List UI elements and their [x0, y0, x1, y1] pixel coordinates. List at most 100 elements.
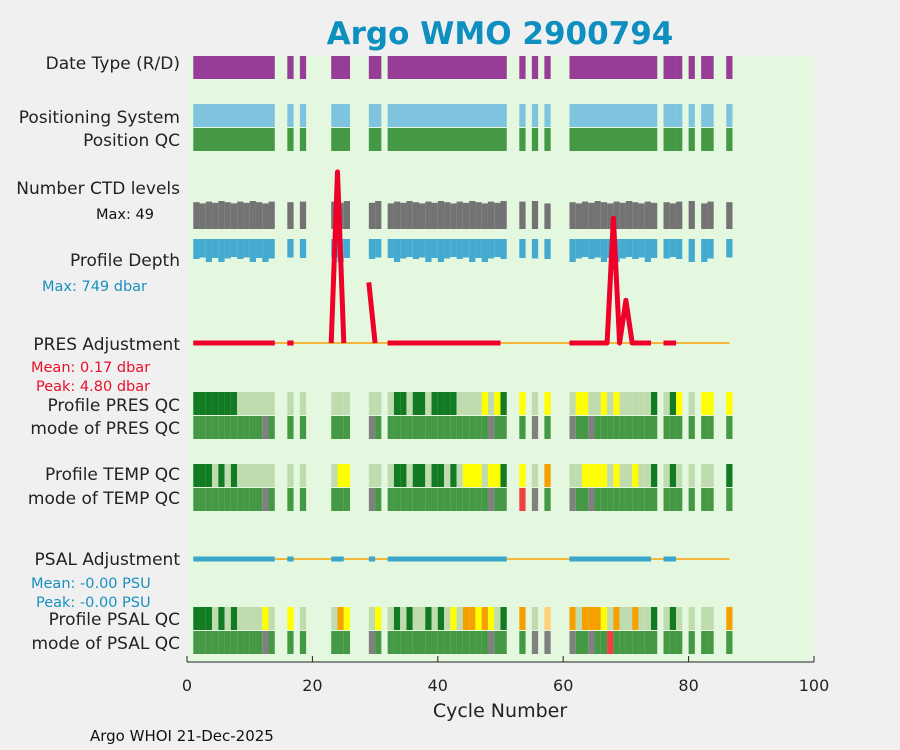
psal-peak: Peak: -0.00 PSU [36, 595, 151, 611]
ctd-levels-bar [669, 203, 677, 229]
profile-psal-qc-cell [400, 607, 407, 630]
mode-temp-qc-cell [600, 488, 608, 511]
profile-psal-qc-cell [331, 607, 338, 630]
profile-depth-bar [594, 239, 601, 258]
label-pres-adjustment: PRES Adjustment [33, 335, 180, 355]
profile-temp-qc-cell [387, 464, 394, 487]
profile-pres-qc-cell [701, 392, 708, 415]
profile-depth-bar [638, 239, 645, 258]
profile-depth-bar [418, 239, 426, 258]
profile-temp-qc-cell [193, 464, 200, 487]
ctd-levels-bar [343, 201, 351, 229]
mode-psal-qc-cell [462, 631, 470, 654]
ctd-levels-bar [500, 201, 507, 229]
profile-temp-qc-cell [237, 464, 244, 487]
ctd-levels-bar [632, 202, 639, 229]
mode-pres-qc-cell [262, 416, 269, 439]
mode-psal-qc-cell [726, 631, 733, 654]
profile-temp-qc-cell [243, 464, 250, 487]
ctd-levels-bar [230, 203, 238, 229]
profile-psal-qc-cell [299, 607, 307, 630]
mode-psal-qc-cell [632, 631, 639, 654]
profile-psal-qc-cell [676, 607, 683, 630]
profile-temp-qc-cell [481, 464, 488, 487]
position-qc-bar [387, 128, 507, 151]
profile-pres-qc-cell [437, 392, 445, 415]
positioning-bar [299, 104, 307, 127]
mode-temp-qc-cell [632, 488, 639, 511]
label-profile-pres-qc: Profile PRES QC [47, 396, 180, 416]
positioning-bar [676, 104, 683, 127]
mode-psal-qc-cell [475, 631, 482, 654]
profile-psal-qc-cell [337, 607, 344, 630]
profile-depth-bar [582, 239, 589, 257]
position-qc-bar [531, 128, 539, 151]
mode-pres-qc-cell [393, 416, 401, 439]
date-type-bar [368, 56, 382, 79]
profile-pres-qc-cell [625, 392, 633, 415]
ctd-levels-bar [262, 203, 269, 229]
mode-psal-qc-cell [688, 631, 695, 654]
mode-temp-qc-cell [406, 488, 413, 511]
profile-depth-bar [625, 239, 633, 257]
mode-pres-qc-cell [400, 416, 407, 439]
profile-psal-qc-cell [469, 607, 476, 630]
profile-pres-qc-cell [487, 392, 495, 415]
mode-temp-qc-cell [368, 488, 376, 511]
mode-temp-qc-cell [387, 488, 394, 511]
mode-pres-qc-cell [212, 416, 219, 439]
mode-temp-qc-cell [230, 488, 238, 511]
mode-temp-qc-cell [676, 488, 683, 511]
mode-psal-qc-cell [701, 631, 708, 654]
profile-psal-qc-cell [600, 607, 608, 630]
ctd-levels-bar [625, 201, 633, 229]
mode-temp-qc-cell [205, 488, 213, 511]
mode-temp-qc-cell [456, 488, 463, 511]
mode-temp-qc-cell [337, 488, 344, 511]
mode-psal-qc-cell [299, 631, 307, 654]
mode-pres-qc-cell [230, 416, 238, 439]
mode-psal-qc-cell [494, 631, 501, 654]
ctd-levels-bar [663, 202, 670, 229]
mode-pres-qc-cell [676, 416, 683, 439]
profile-temp-qc-cell [669, 464, 677, 487]
ctd-levels-bar [619, 202, 626, 229]
profile-depth-bar [487, 239, 495, 259]
profile-pres-qc-cell [450, 392, 457, 415]
mode-temp-qc-cell [299, 488, 307, 511]
profile-psal-qc-cell [212, 607, 219, 630]
profile-psal-qc-cell [237, 607, 244, 630]
profile-psal-qc-cell [575, 607, 583, 630]
date-type-bar [193, 56, 275, 79]
mode-psal-qc-cell [588, 631, 595, 654]
profile-depth-bar [688, 239, 695, 262]
ctd-levels-bar [437, 201, 445, 229]
date-type-bar [663, 56, 677, 79]
mode-pres-qc-cell [287, 416, 294, 439]
mode-psal-qc-cell [331, 631, 338, 654]
profile-temp-qc-cell [569, 464, 576, 487]
profile-pres-qc-cell [469, 392, 476, 415]
mode-temp-qc-cell [469, 488, 476, 511]
mode-pres-qc-cell [343, 416, 351, 439]
mode-temp-qc-cell [199, 488, 206, 511]
mode-temp-qc-cell [688, 488, 695, 511]
profile-pres-qc-cell [212, 392, 219, 415]
mode-temp-qc-cell [531, 488, 539, 511]
profile-temp-qc-cell [469, 464, 476, 487]
profile-pres-qc-cell [676, 392, 683, 415]
profile-depth-bar [569, 239, 576, 262]
mode-psal-qc-cell [669, 631, 677, 654]
positioning-bar [287, 104, 294, 127]
mode-psal-qc-cell [193, 631, 200, 654]
profile-temp-qc-cell [331, 464, 338, 487]
ctd-levels-bar [406, 201, 413, 229]
profile-depth-bar [669, 239, 677, 257]
profile-temp-qc-cell [588, 464, 595, 487]
date-type-bar [569, 56, 658, 79]
chart-title: Argo WMO 2900794 [327, 16, 674, 52]
profile-depth-bar [450, 239, 457, 257]
mode-psal-qc-cell [644, 631, 651, 654]
mode-pres-qc-cell [650, 416, 658, 439]
mode-psal-qc-cell [582, 631, 589, 654]
